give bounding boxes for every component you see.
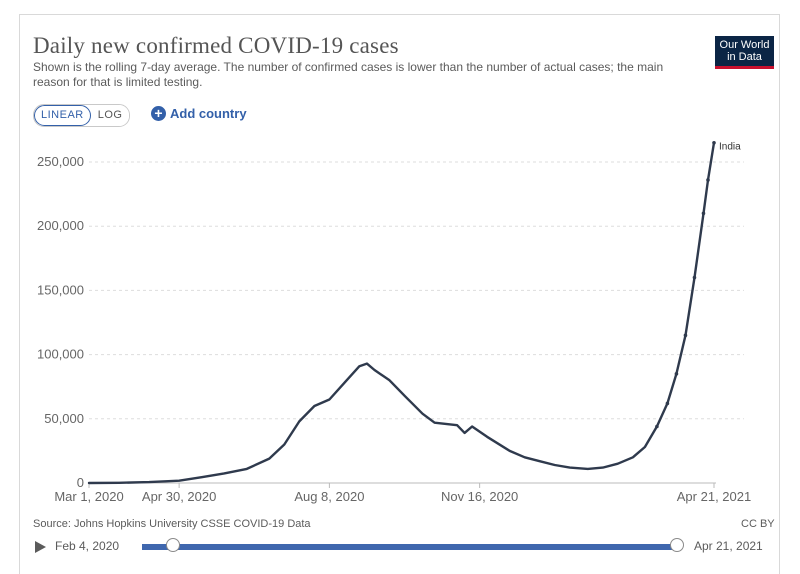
chart-frame [19, 14, 780, 574]
y-tick-label: 100,000 [37, 347, 84, 362]
data-point [706, 178, 710, 182]
linear-scale-button[interactable]: LINEAR [34, 105, 91, 126]
timeline-track[interactable] [142, 544, 680, 550]
y-tick-label: 250,000 [37, 154, 84, 169]
data-point [655, 424, 659, 429]
logo-line-1: Our World [719, 39, 770, 51]
y-tick-label: 0 [77, 475, 84, 490]
y-tick-label: 200,000 [37, 218, 84, 233]
owid-logo[interactable]: Our World in Data [715, 36, 774, 69]
timeline-slider: Feb 4, 2020 Apr 21, 2021 [0, 537, 800, 553]
timeline-end-label: Apr 21, 2021 [694, 539, 763, 553]
line-chart: 0 50,000 100,000 150,000 200,000 250,000 Mar 1… [37, 140, 751, 504]
y-tick-label: 50,000 [44, 411, 84, 426]
source-note[interactable]: Source: Johns Hopkins University CSSE CO… [33, 518, 311, 530]
data-point [674, 372, 679, 376]
chart-subtitle: Shown is the rolling 7-day average. The … [33, 60, 664, 89]
series-label: India [719, 142, 741, 153]
logo-line-2: in Data [727, 51, 762, 63]
x-tick-label: Nov 16, 2020 [441, 489, 518, 504]
data-point [692, 275, 697, 280]
data-point [665, 401, 670, 406]
add-country-label: Add country [170, 106, 247, 121]
timeline-start-label: Feb 4, 2020 [55, 539, 120, 553]
y-tick-label: 150,000 [37, 282, 84, 297]
x-tick-label: Apr 30, 2020 [142, 489, 216, 504]
x-tick-label: Mar 1, 2020 [54, 489, 123, 504]
scale-toggle: LINEAR LOG [33, 104, 131, 127]
log-scale-button[interactable]: LOG [90, 105, 130, 126]
data-point [683, 333, 688, 338]
x-tick-label: Aug 8, 2020 [294, 489, 364, 504]
add-country-button[interactable]: + Add country [151, 106, 247, 121]
plus-circle-icon: + [151, 106, 166, 121]
play-icon[interactable] [35, 541, 46, 553]
x-tick-label: Apr 21, 2021 [677, 489, 751, 504]
chart-title: Daily new confirmed COVID-19 cases [33, 33, 399, 58]
data-point [712, 140, 716, 145]
license-link[interactable]: CC BY [741, 518, 775, 530]
series-line-india [87, 141, 716, 485]
data-point [701, 211, 706, 216]
